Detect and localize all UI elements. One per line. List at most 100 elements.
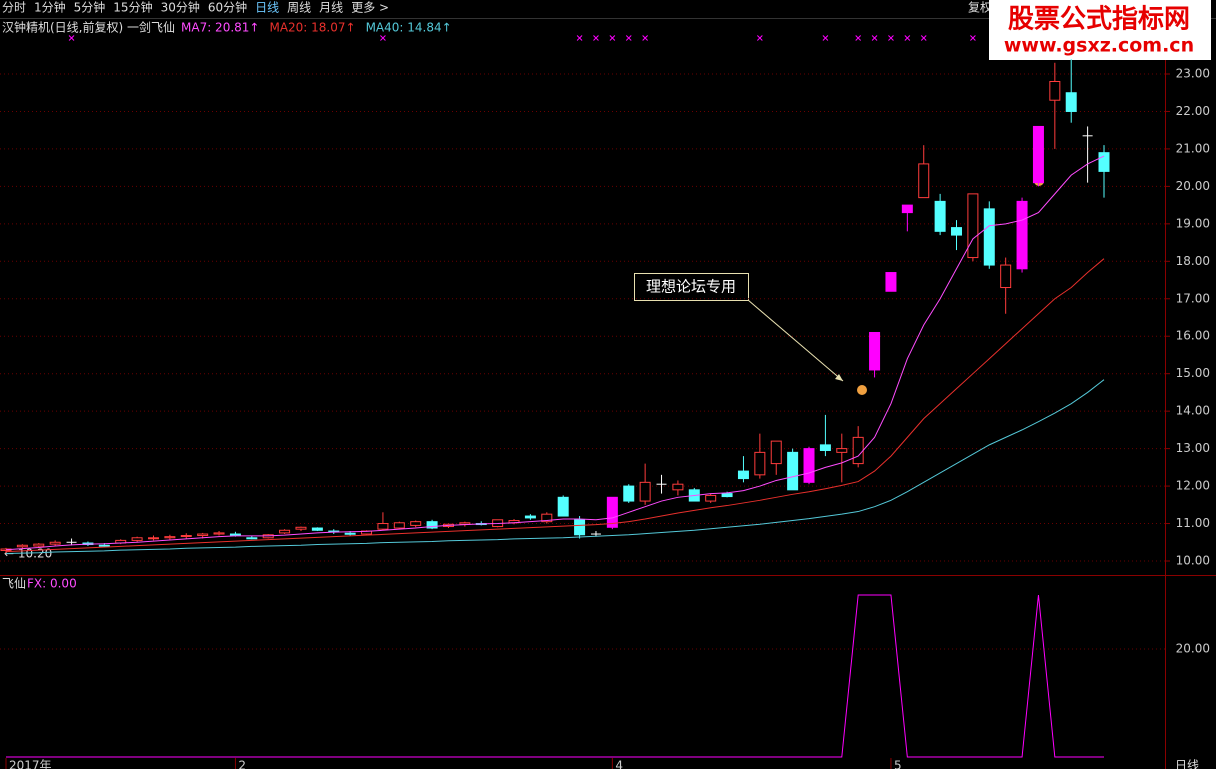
candle-body — [311, 527, 323, 531]
indicator-value: FX: 0.00 — [27, 577, 77, 591]
signal-mark — [822, 35, 829, 41]
watermark-url: www.gsxz.com.cn — [1004, 35, 1194, 57]
y-tick-label: 16.00 — [1176, 329, 1210, 343]
watermark-box — [989, 0, 1211, 60]
menu-right[interactable]: 复权 — [968, 1, 992, 15]
candle-body — [705, 494, 717, 502]
candle-body — [131, 537, 143, 541]
candle-body — [885, 272, 897, 292]
signal-mark — [888, 35, 894, 41]
menu-item[interactable]: 分时 — [2, 1, 26, 15]
candle-body — [1098, 152, 1110, 172]
candle-body — [541, 513, 553, 523]
menu-item[interactable]: 5分钟 — [74, 0, 106, 15]
candle-body — [16, 544, 28, 548]
candle-body — [295, 526, 307, 530]
annotation-arrow — [747, 299, 844, 382]
legend-item: MA40: 14.84↑ — [366, 21, 452, 35]
menu-item[interactable]: 1分钟 — [34, 0, 66, 15]
y-tick-label: 22.00 — [1176, 104, 1210, 118]
candle-body — [213, 532, 225, 535]
signal-mark — [68, 35, 75, 41]
menu-item[interactable]: 30分钟 — [161, 0, 200, 15]
candle-body — [901, 204, 913, 214]
candle-body — [1049, 80, 1061, 101]
annotation-box — [634, 273, 749, 301]
candle-body — [33, 543, 45, 547]
candle-body — [918, 163, 930, 199]
candle-body — [606, 496, 618, 528]
menu-item[interactable]: 月线 — [319, 1, 343, 15]
candle-body — [49, 541, 61, 545]
menu-item[interactable]: 更多 > — [351, 1, 389, 15]
legend-item: MA7: 20.81↑ — [181, 21, 259, 35]
candle-body — [803, 448, 815, 483]
menu-item[interactable]: 周线 — [287, 1, 311, 15]
signal-mark — [970, 35, 976, 41]
candle-body — [426, 521, 438, 529]
candle-body — [639, 481, 651, 502]
watermark-title: 股票公式指标网 — [1008, 5, 1190, 35]
candle-body — [1000, 264, 1012, 289]
signal-mark — [593, 35, 599, 41]
candle-body — [721, 493, 733, 498]
x-tick-label: 5 — [894, 759, 902, 769]
indicator-name: 飞仙 — [2, 577, 26, 591]
candle-body — [836, 448, 848, 453]
signal-mark — [576, 35, 583, 41]
y-tick-label: 21.00 — [1176, 141, 1210, 155]
signal-mark — [920, 35, 927, 41]
signal-mark — [855, 35, 862, 41]
x-tick-label: 4 — [615, 759, 623, 769]
candle-body — [147, 537, 159, 540]
menu-item[interactable]: 日线 — [255, 1, 279, 15]
menu-item[interactable]: 15分钟 — [113, 0, 152, 15]
candle-body — [393, 522, 405, 529]
candle-body — [672, 483, 684, 491]
y-tick-label: 12.00 — [1176, 479, 1210, 493]
signal-mark — [871, 35, 878, 41]
candle-body — [246, 537, 258, 540]
y-tick-label: 15.00 — [1176, 366, 1210, 380]
candle-body — [737, 470, 749, 480]
candle-body — [1032, 125, 1044, 184]
indicator-line — [6, 594, 1104, 758]
ma-line — [5, 379, 1105, 555]
candle-body — [344, 532, 356, 535]
candle-body — [557, 496, 569, 517]
candle-body — [754, 451, 766, 476]
y-tick-label: 11.00 — [1176, 516, 1210, 530]
candle-body — [164, 536, 176, 539]
period-label: 日线 — [1175, 759, 1199, 769]
signal-mark — [642, 35, 648, 41]
candle-body — [869, 331, 881, 371]
annotation-text: 理想论坛专用 — [646, 278, 736, 296]
signal-mark — [625, 35, 632, 41]
candle-body — [983, 208, 995, 266]
candle-body — [229, 533, 241, 537]
candle-body — [934, 200, 946, 232]
y-tick-label: 18.00 — [1176, 254, 1210, 268]
candle-body — [819, 444, 831, 451]
candle-body — [180, 535, 192, 538]
candle-body — [524, 515, 536, 519]
candle-body — [279, 529, 291, 534]
signal-mark — [904, 35, 911, 41]
signal-mark — [756, 35, 763, 41]
y-tick-label: 19.00 — [1176, 216, 1210, 230]
candle-body — [1016, 200, 1028, 270]
candle-body — [770, 440, 782, 465]
arrow-head — [835, 374, 843, 381]
x-tick-label: 2017年 — [9, 759, 52, 769]
y-tick-label: 20.00 — [1176, 179, 1210, 193]
y-tick-label: 23.00 — [1176, 67, 1210, 81]
menu-item[interactable]: 60分钟 — [208, 0, 247, 15]
y-tick-label: 14.00 — [1176, 404, 1210, 418]
candle-body — [197, 533, 209, 537]
chart-title: 汉钟精机(日线,前复权) 一剑飞仙 — [2, 20, 175, 35]
signal-mark — [609, 35, 616, 41]
x-tick-label: 2 — [238, 759, 246, 769]
